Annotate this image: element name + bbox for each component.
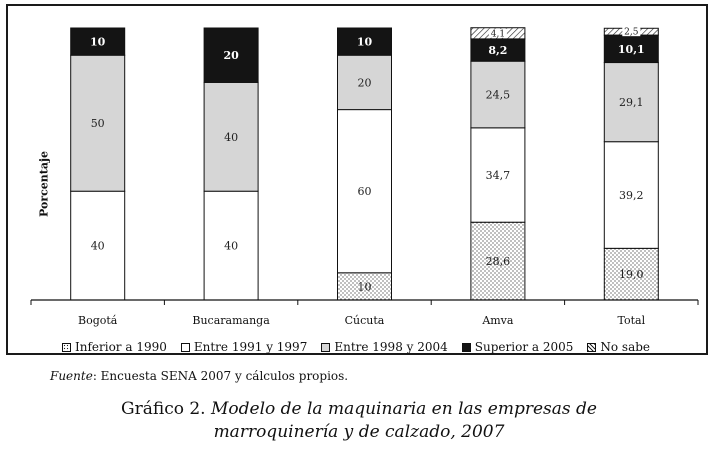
bar-segment-1-2 — [70, 190, 126, 301]
caption-lead: Gráfico 2. — [121, 399, 211, 419]
legend-swatch — [62, 342, 71, 352]
bar-segment-5-1 — [603, 247, 659, 301]
data-label: 29,1 — [619, 96, 644, 109]
bar-segment-1-4 — [70, 27, 126, 56]
legend-item: Entre 1991 y 1997 — [180, 340, 308, 354]
data-label: 10 — [90, 36, 106, 49]
bar-segment-2-4 — [203, 27, 259, 83]
data-label: 40 — [224, 240, 238, 253]
legend-swatch — [180, 342, 190, 352]
data-label: 20 — [358, 76, 372, 89]
legend-label: Inferior a 1990 — [75, 340, 167, 354]
source-note: Fuente: Encuesta SENA 2007 y cálculos pr… — [50, 369, 348, 383]
stacked-bar-chart: 40 50 10 40 40 20 10 60 20 10 28,6 34,7 24,5 8,2 4,1 19… — [30, 27, 699, 327]
chart-frame: 40 50 10 40 40 20 10 60 20 10 28,6 34,7 24,5 8,2 4,1 19… — [6, 4, 708, 355]
legend-swatch — [321, 342, 331, 352]
bar-segment-3-2 — [337, 109, 392, 274]
data-label: 50 — [91, 117, 105, 130]
bar-segment-4-1 — [470, 221, 526, 301]
legend-label: No sabe — [600, 340, 651, 354]
data-label: 24,5 — [486, 89, 511, 102]
caption-line1: Modelo de la maquinaria en las empresas … — [210, 399, 597, 419]
data-label: 10 — [357, 36, 373, 49]
y-axis-label: Porcentaje — [37, 151, 51, 217]
data-label: 60 — [358, 185, 372, 198]
legend-label: Entre 1998 y 2004 — [334, 340, 448, 354]
legend-item: Entre 1998 y 2004 — [321, 340, 448, 354]
data-label: 4,1 — [491, 29, 505, 39]
legend-item: Superior a 2005 — [461, 340, 574, 354]
source-text: : Encuesta SENA 2007 y cálculos propios. — [92, 369, 349, 383]
legend-swatch — [461, 342, 471, 352]
data-label: 20 — [223, 49, 239, 62]
data-label: 34,7 — [486, 169, 511, 182]
data-label: 28,6 — [486, 255, 511, 268]
bar-segment-5-2 — [603, 141, 659, 249]
data-label: 8,2 — [488, 44, 507, 57]
legend-swatch — [587, 342, 597, 352]
bar-segment-3-4 — [337, 27, 392, 56]
data-label: 2,5 — [624, 28, 639, 38]
legend-label: Superior a 2005 — [474, 340, 574, 354]
bar-segment-5-4 — [603, 34, 659, 64]
x-tick-label: Bogotá — [78, 314, 118, 327]
x-tick-label: Amva — [481, 314, 514, 327]
legend: Inferior a 1990 Entre 1991 y 1997 Entre 19… — [62, 340, 650, 354]
data-label-bg — [488, 28, 507, 38]
bar-segment-1-3 — [70, 54, 126, 192]
data-label: 40 — [91, 240, 105, 253]
bar-segment-2-3 — [203, 81, 259, 192]
bar-segment-4-2 — [470, 127, 526, 223]
caption-line2: marroquinería y de calzado, 2007 — [213, 422, 505, 442]
data-label: 10 — [358, 280, 372, 293]
x-tick-label: Cúcuta — [345, 314, 385, 327]
data-label: 40 — [224, 131, 238, 144]
bar-segment-2-2 — [203, 190, 259, 301]
bar-segment-5-3 — [603, 62, 659, 143]
bar-segment-3-3 — [337, 54, 392, 111]
legend-item: Inferior a 1990 — [62, 340, 167, 354]
data-label: 19,0 — [619, 268, 644, 281]
source-label: Fuente — [50, 369, 93, 383]
x-tick-label: Bucaramanga — [192, 314, 270, 327]
legend-item: No sabe — [587, 340, 650, 354]
data-label: 39,2 — [619, 189, 644, 202]
data-label: 10,1 — [618, 43, 645, 56]
bar-segment-4-3 — [470, 60, 526, 129]
x-tick-label: Total — [617, 314, 645, 327]
data-label-bg — [622, 27, 641, 37]
legend-label: Entre 1991 y 1997 — [193, 340, 308, 354]
